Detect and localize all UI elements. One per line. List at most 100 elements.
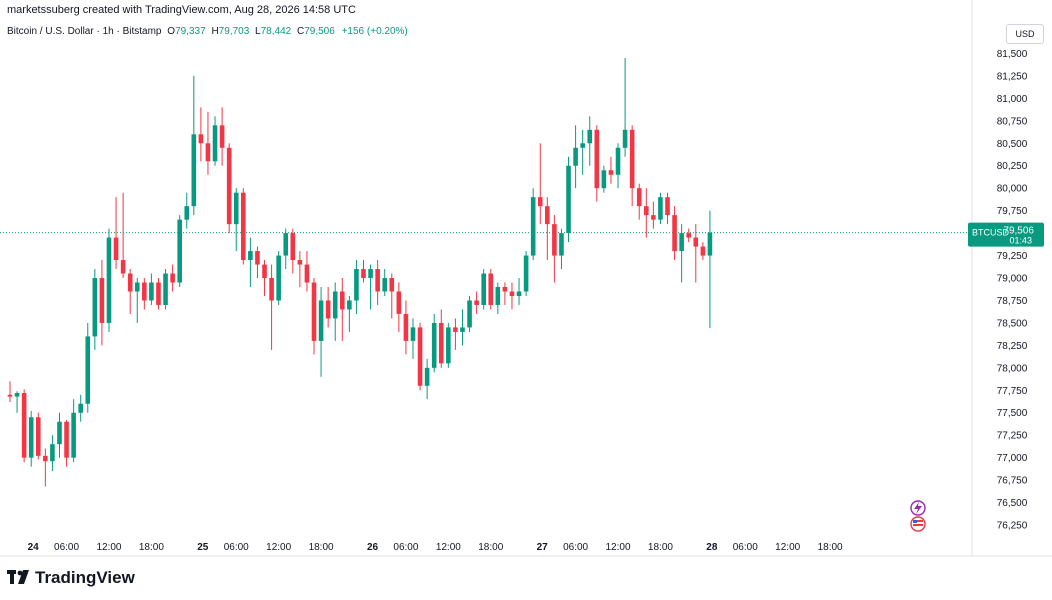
candle-body: [424, 367, 430, 386]
candle-down: [262, 260, 267, 296]
x-tick-label: 25: [197, 542, 209, 553]
candle-up: [467, 295, 472, 332]
candle-body: [184, 206, 190, 220]
candle-down: [629, 125, 635, 207]
candle-up: [679, 224, 684, 283]
candle-body: [516, 291, 522, 296]
candle-up: [530, 188, 536, 261]
candle-body: [99, 278, 105, 323]
candle-body: [481, 273, 486, 305]
x-tick-label: 06:00: [224, 542, 249, 553]
candle-down: [665, 192, 670, 225]
candle-down: [311, 278, 317, 355]
candle-body: [163, 273, 168, 305]
candle-up: [276, 251, 281, 305]
candle-down: [304, 251, 310, 292]
candle-body: [396, 291, 402, 314]
candle-up: [580, 129, 585, 175]
candle-down: [297, 251, 303, 287]
candle-body: [78, 403, 83, 413]
candle-up: [523, 251, 529, 296]
low-label: L: [255, 26, 261, 37]
candle-body: [233, 192, 239, 225]
y-tick-label: 79,250: [997, 251, 1028, 262]
close-label: C: [296, 26, 305, 37]
candle-down: [545, 197, 550, 261]
candle-down: [156, 278, 161, 310]
currency-button[interactable]: USD: [1006, 24, 1044, 44]
high-label: H: [211, 26, 219, 37]
candle-body: [594, 129, 600, 189]
candle-up: [601, 165, 607, 193]
tradingview-brand[interactable]: TradingView: [7, 568, 135, 589]
x-tick-label: 24: [28, 542, 40, 553]
candle-body: [566, 165, 571, 234]
candle-body: [177, 219, 182, 283]
open-label: O: [167, 26, 176, 37]
candle-up: [318, 287, 324, 377]
y-tick-label: 76,500: [997, 498, 1028, 509]
candle-down: [509, 282, 515, 310]
x-tick-label: 12:00: [606, 542, 631, 553]
candle-down: [651, 201, 656, 229]
x-tick-label: 12:00: [436, 542, 461, 553]
candle-body: [127, 273, 133, 292]
candle-up: [622, 57, 628, 157]
candle-body: [35, 417, 41, 456]
candle-down: [502, 282, 508, 305]
candle-body: [92, 278, 98, 337]
candle-down: [686, 228, 692, 243]
candle-body: [679, 233, 684, 252]
y-tick-label: 80,500: [997, 139, 1028, 150]
candle-up: [28, 410, 34, 467]
candle-up: [658, 192, 663, 225]
candle-body: [417, 327, 423, 386]
y-tick-label: 77,000: [997, 453, 1028, 464]
us-flag-canton: [913, 520, 917, 523]
candle-down: [35, 412, 41, 460]
high-value: 79,703: [218, 26, 250, 37]
candle-up: [460, 309, 465, 346]
us-flag-stripe: [913, 524, 923, 526]
candle-body: [693, 237, 699, 247]
x-tick-label: 28: [706, 542, 718, 553]
candle-body: [636, 188, 642, 207]
symbol-title[interactable]: Bitcoin / U.S. Dollar · 1h · Bitstamp: [7, 26, 162, 37]
y-tick-label: 80,250: [997, 161, 1028, 172]
candle-down: [361, 260, 366, 283]
candle-down: [127, 269, 133, 314]
candle-down: [113, 197, 119, 270]
x-tick-label: 12:00: [96, 542, 121, 553]
candle-up: [78, 394, 83, 422]
candle-up: [516, 278, 522, 305]
candle-body: [311, 282, 317, 341]
candle-body: [601, 170, 607, 189]
candle-up: [14, 391, 20, 413]
candle-down: [644, 188, 649, 238]
chart-credit: marketssuberg created with TradingView.c…: [7, 4, 356, 16]
candle-down: [488, 269, 494, 310]
candle-body: [7, 394, 13, 397]
y-tick-label: 78,000: [997, 363, 1028, 374]
candle-up: [177, 215, 182, 287]
candle-body: [149, 282, 154, 301]
candle-body: [580, 143, 585, 148]
candle-down: [700, 242, 706, 261]
candle-body: [283, 233, 289, 256]
candle-up: [92, 269, 98, 350]
candle-up: [566, 156, 571, 243]
candle-body: [410, 327, 416, 341]
candle-down: [403, 300, 409, 355]
x-tick-label: 06:00: [54, 542, 79, 553]
candle-body: [85, 336, 91, 404]
x-tick-label: 18:00: [818, 542, 843, 553]
candle-body: [552, 224, 557, 256]
candle-down: [99, 260, 105, 346]
candle-body: [446, 327, 451, 364]
candle-down: [453, 318, 458, 350]
candle-body: [269, 278, 274, 301]
candle-down: [170, 264, 175, 292]
y-tick-label: 79,750: [997, 206, 1028, 217]
